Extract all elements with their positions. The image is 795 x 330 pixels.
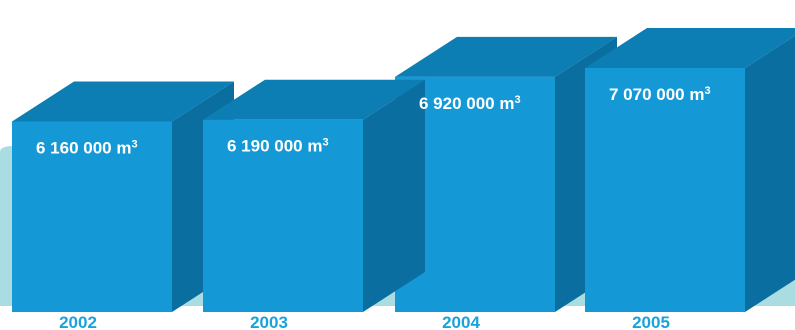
bar-2003 xyxy=(203,79,425,313)
value-label: 6 190 000 m3 xyxy=(227,137,329,156)
bar-front-face xyxy=(12,121,172,312)
bar-front-face xyxy=(585,68,745,312)
bar-top-face xyxy=(203,79,425,120)
bar-side-face xyxy=(363,79,425,313)
year-label: 2004 xyxy=(442,313,480,330)
year-label: 2003 xyxy=(250,313,288,330)
year-labels-layer: 2002 2004 2003 2005 xyxy=(59,313,670,330)
bar-front-face xyxy=(395,76,555,312)
bar-top-face xyxy=(12,81,234,122)
bar-top-face xyxy=(395,36,617,77)
bar-side-face xyxy=(745,35,795,312)
bar-front-face xyxy=(203,119,363,313)
bar-top-face xyxy=(585,28,795,68)
year-label: 2002 xyxy=(59,313,97,330)
boxes-layer xyxy=(12,28,795,313)
value-label: 6 160 000 m3 xyxy=(36,138,138,157)
value-label: 7 070 000 m3 xyxy=(609,85,711,104)
value-labels-layer: 6 160 000 m3 6 920 000 m3 6 190 000 m3 7 07… xyxy=(36,85,711,157)
bar-2005 xyxy=(585,28,795,312)
bar-2002 xyxy=(12,81,234,312)
year-label: 2005 xyxy=(632,313,670,330)
bar-2004 xyxy=(395,36,617,312)
value-label: 6 920 000 m3 xyxy=(419,94,521,113)
